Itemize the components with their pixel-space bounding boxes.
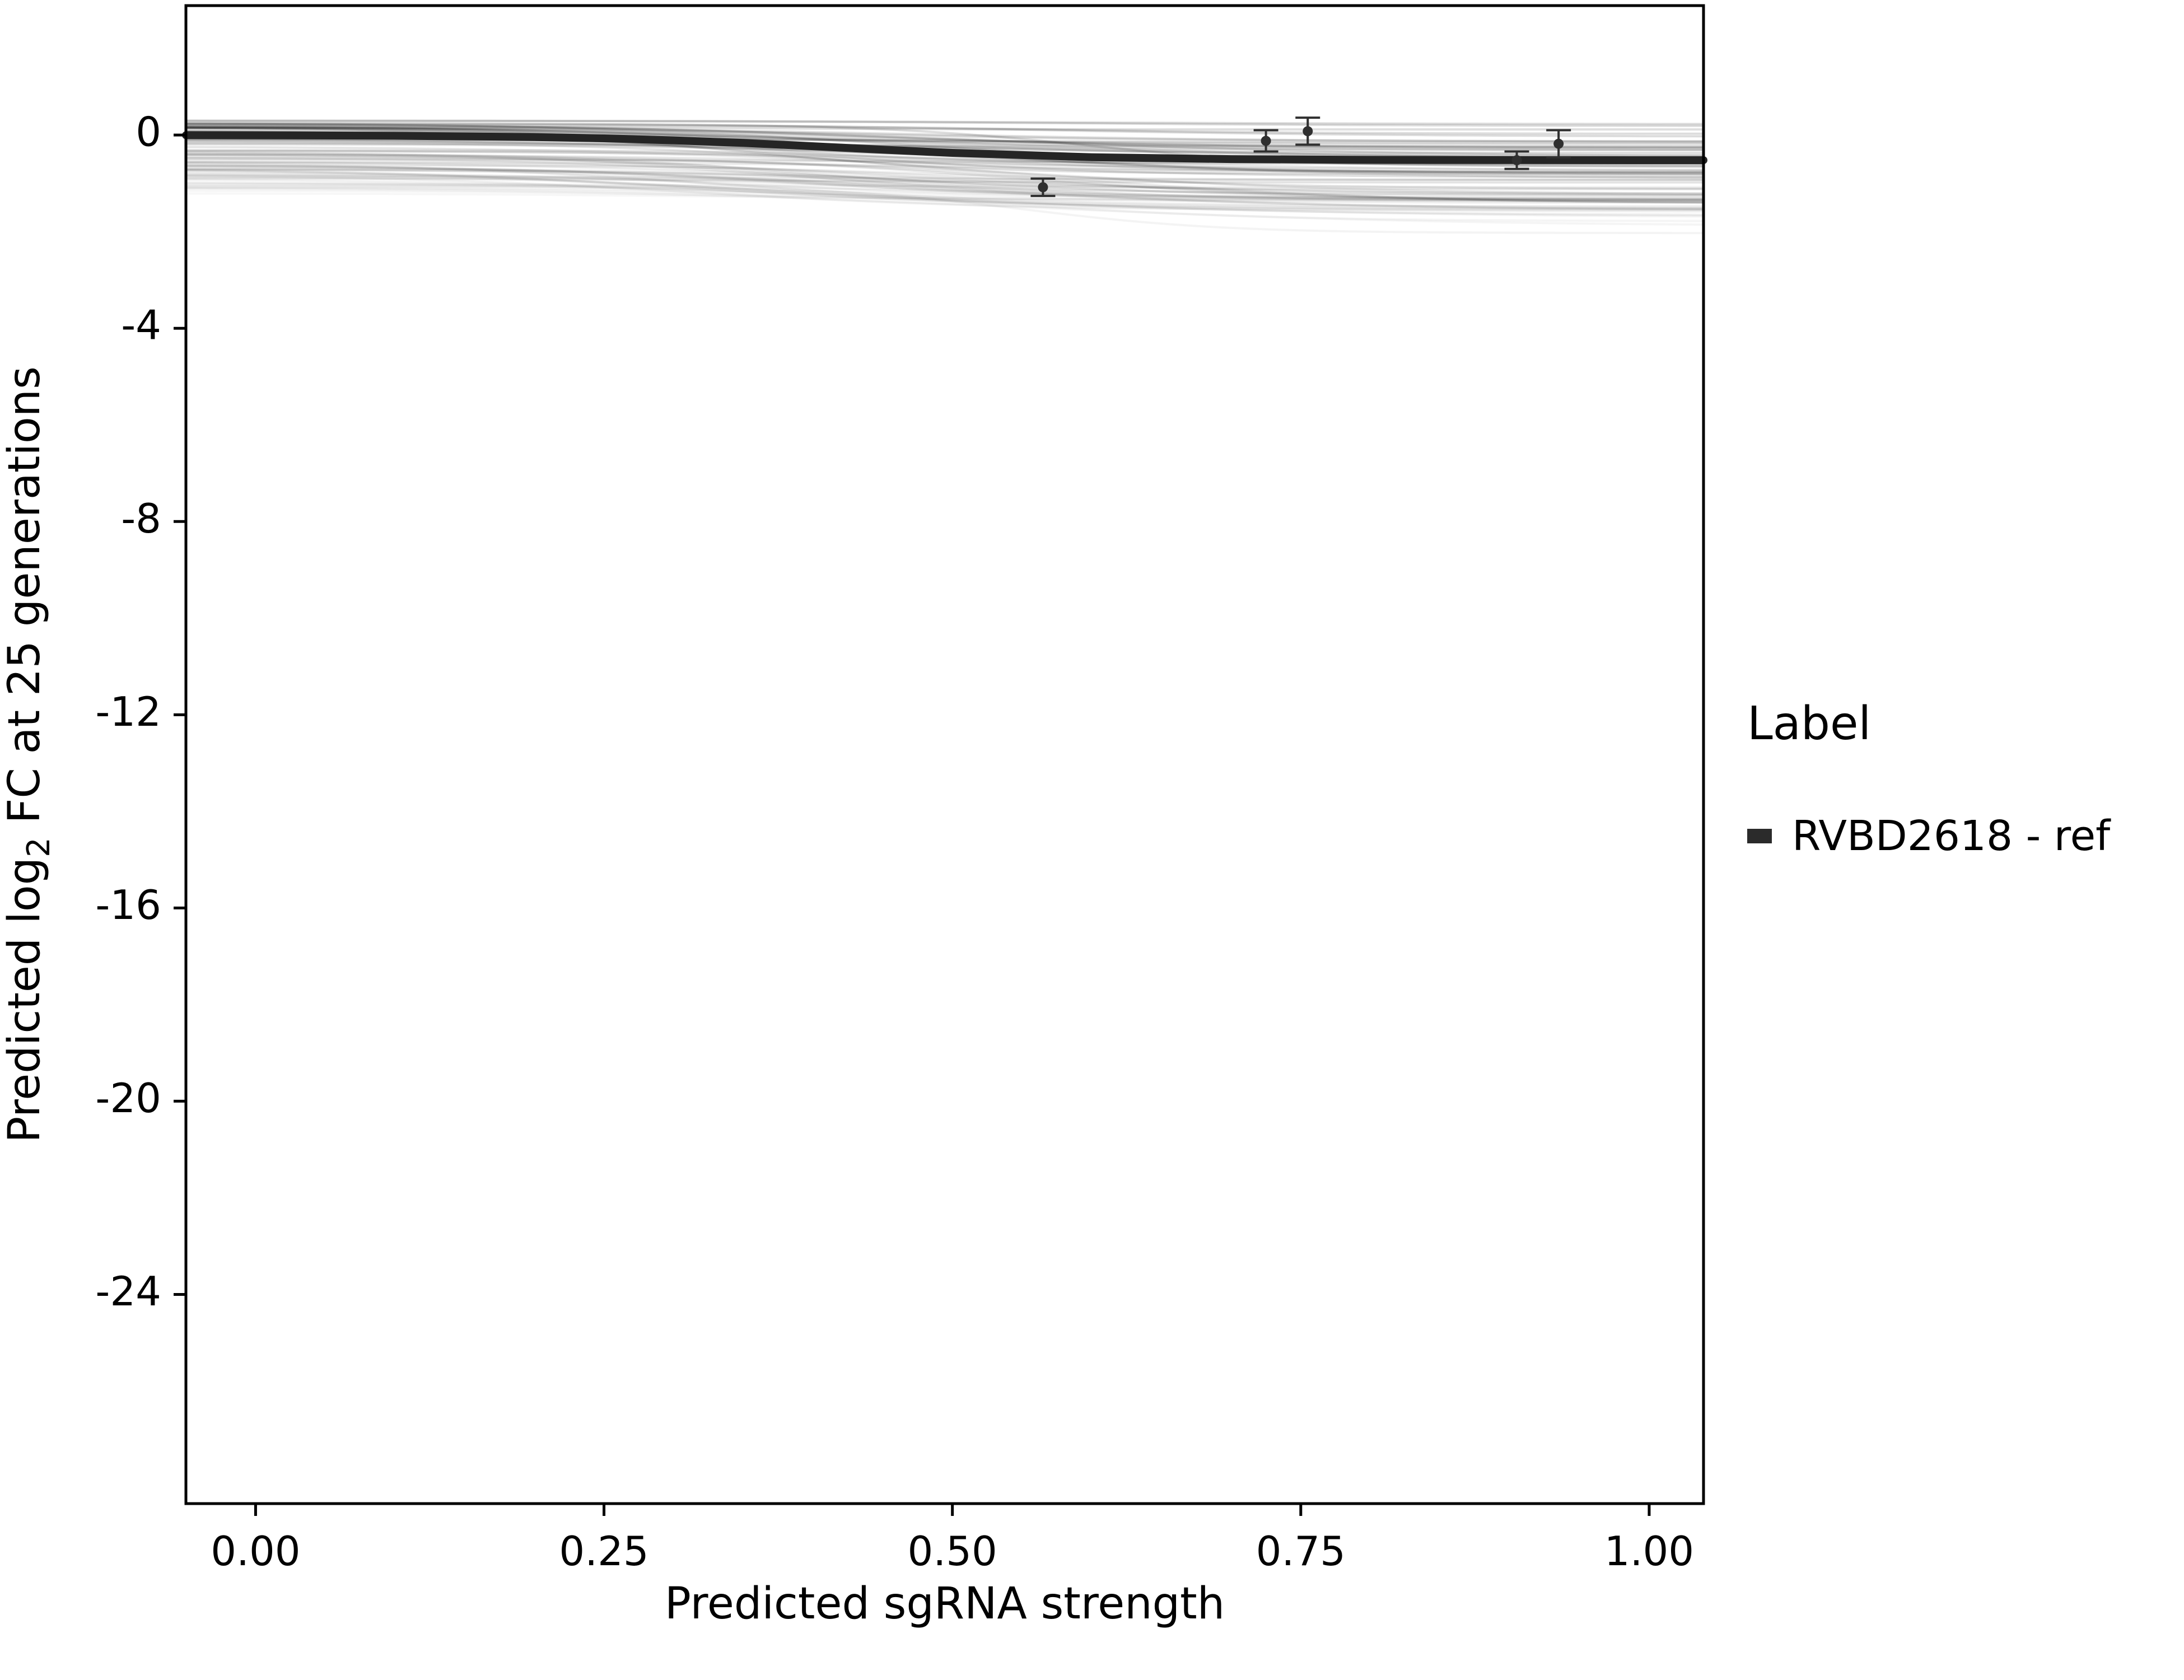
ensemble-line xyxy=(186,178,1704,184)
ensemble-line xyxy=(186,185,1704,235)
ensemble-line xyxy=(186,169,1704,181)
ensemble-line xyxy=(186,176,1704,181)
ensemble-line xyxy=(185,167,1704,196)
x-tick-label: 0.25 xyxy=(559,1528,648,1575)
ensemble-line xyxy=(186,122,1704,138)
ensemble-line xyxy=(185,150,1704,172)
ensemble-line xyxy=(186,142,1704,148)
ensemble-line xyxy=(185,174,1704,210)
ensemble-line xyxy=(185,156,1704,204)
ensemble-line xyxy=(185,126,1704,148)
ensemble-line xyxy=(185,167,1704,200)
y-tick-label: -12 xyxy=(95,688,161,735)
data-point xyxy=(1303,126,1313,137)
ensemble-line xyxy=(185,152,1704,190)
x-tick-label: 1.00 xyxy=(1604,1528,1694,1575)
ensemble-line xyxy=(186,182,1704,188)
ensemble-line xyxy=(185,123,1704,157)
ensemble-line xyxy=(186,149,1704,174)
ensemble-line xyxy=(185,127,1704,155)
ensemble-line xyxy=(185,169,1704,216)
y-axis-title: Predicted log2 FC at 25 generations xyxy=(0,366,57,1142)
x-tick-label: 0.50 xyxy=(908,1528,997,1575)
ensemble-line xyxy=(185,186,1704,213)
legend-title: Label xyxy=(1747,697,1872,750)
ensemble-line xyxy=(185,177,1704,184)
legend-entry-label: RVBD2618 - ref xyxy=(1792,812,2111,860)
ensemble-line xyxy=(185,157,1704,201)
ensemble-line xyxy=(185,162,1704,208)
ensemble-line xyxy=(186,157,1704,195)
ensemble-line xyxy=(185,165,1704,202)
data-point xyxy=(1261,136,1271,146)
ensemble-line xyxy=(185,153,1704,171)
y-tick-label: -4 xyxy=(121,302,161,349)
y-tick-label: -20 xyxy=(95,1075,161,1122)
ensemble-line xyxy=(186,126,1704,143)
fitted-line xyxy=(182,131,1707,164)
ensemble-line xyxy=(185,126,1704,149)
ensemble-line xyxy=(185,125,1704,143)
legend: Label RVBD2618 - ref xyxy=(1747,697,2110,860)
ensemble-line xyxy=(185,146,1704,175)
x-tick-label: 0.00 xyxy=(211,1528,300,1575)
ensemble-line xyxy=(185,165,1704,210)
ensemble-line xyxy=(185,175,1704,212)
ensemble-line xyxy=(186,119,1704,125)
ensemble-line xyxy=(185,151,1704,197)
ensemble-line xyxy=(185,141,1704,190)
ensemble-line xyxy=(186,154,1704,203)
ensemble-line xyxy=(186,124,1704,135)
ensemble-line xyxy=(185,164,1704,211)
legend-key-square xyxy=(1747,829,1772,843)
ensemble-line xyxy=(186,125,1704,131)
ensemble-line xyxy=(185,123,1704,150)
ensemble-line xyxy=(185,181,1704,218)
ensemble-line xyxy=(185,161,1704,204)
ensemble-line xyxy=(185,150,1704,173)
ensemble-line xyxy=(185,171,1704,199)
ensemble-line xyxy=(185,172,1704,196)
y-tick-label: 0 xyxy=(136,109,161,156)
ensemble-line xyxy=(185,187,1704,226)
y-tick-label: -8 xyxy=(121,495,161,542)
ensemble-line xyxy=(185,153,1704,195)
ensemble-line xyxy=(185,178,1704,204)
ensemble-line xyxy=(186,164,1704,181)
ensemble-line xyxy=(185,169,1704,211)
panel-border xyxy=(184,4,1705,1505)
ensemble-line xyxy=(185,174,1704,203)
y-tick-label: -16 xyxy=(95,881,161,928)
y-tick-label: -24 xyxy=(95,1268,161,1315)
x-axis-title: Predicted sgRNA strength xyxy=(665,1579,1225,1629)
data-point xyxy=(1038,182,1048,193)
x-tick-label: 0.75 xyxy=(1256,1528,1346,1575)
ensemble-line xyxy=(186,185,1704,203)
ensemble-line xyxy=(185,119,1704,127)
legend-entry: RVBD2618 - ref xyxy=(1747,812,2110,860)
ensemble-line xyxy=(186,161,1704,174)
ensemble-line xyxy=(185,122,1704,168)
data-point xyxy=(1511,155,1522,166)
ensemble-line xyxy=(185,127,1704,157)
ensemble-line xyxy=(186,183,1704,201)
data-point xyxy=(1553,138,1564,149)
ensemble-line xyxy=(185,186,1704,222)
ensemble-line xyxy=(185,161,1704,202)
ensemble-line xyxy=(186,169,1704,199)
ensemble-line xyxy=(186,123,1704,168)
